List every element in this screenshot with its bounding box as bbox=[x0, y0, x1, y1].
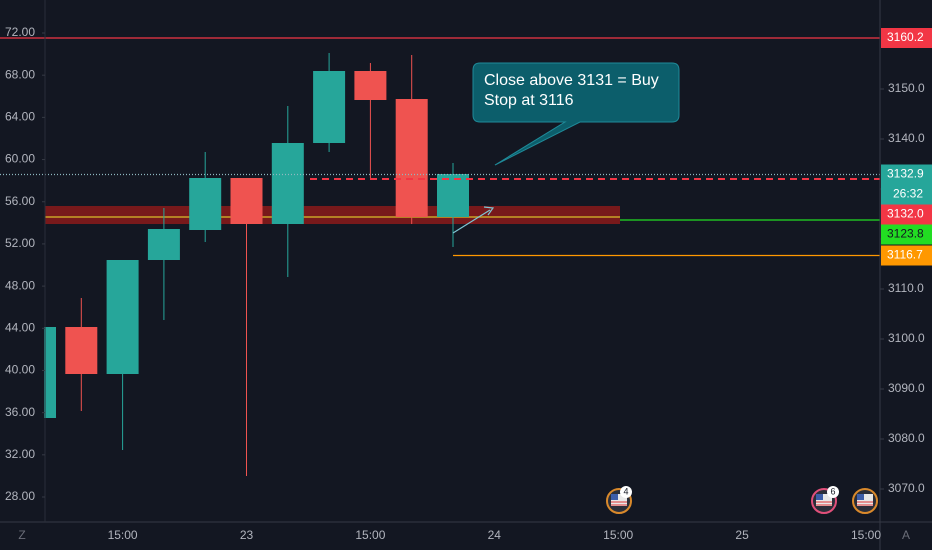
y-tick-label: 68.00 bbox=[5, 67, 35, 81]
candle-body bbox=[271, 143, 304, 224]
price-label-bg bbox=[881, 164, 932, 185]
price-label: 3132.9 bbox=[887, 167, 924, 181]
event-icon[interactable] bbox=[852, 488, 878, 514]
candle-body bbox=[147, 229, 180, 260]
candle-body bbox=[395, 99, 428, 217]
x-tick-label: 15:00 bbox=[603, 528, 633, 542]
y-tick-label: 28.00 bbox=[5, 489, 35, 503]
countdown: 26:32 bbox=[893, 187, 923, 201]
event-count: 4 bbox=[623, 486, 628, 496]
price-label: 3123.8 bbox=[887, 227, 924, 241]
arrow bbox=[452, 209, 491, 234]
axes: 28.00 32.00 36.00 40.00 44.00 48.00 52.00 56.00… bbox=[5, 25, 932, 542]
y-tick-label: 36.00 bbox=[5, 405, 35, 419]
x-tick-label: 23 bbox=[240, 528, 254, 542]
price-label: 3116.7 bbox=[887, 248, 923, 262]
price-label-bg bbox=[881, 224, 932, 245]
price-label-bg bbox=[881, 204, 932, 225]
price-label: 3132.0 bbox=[887, 207, 924, 221]
y-tick-label: 48.00 bbox=[5, 278, 35, 292]
x-tick-label: 15:00 bbox=[851, 528, 881, 542]
candle-body bbox=[106, 260, 139, 374]
price-label-bg bbox=[881, 245, 932, 266]
y-tick-label: 64.00 bbox=[5, 110, 35, 124]
callout-text: Stop at 3116 bbox=[484, 92, 574, 109]
callout bbox=[472, 62, 680, 166]
y2-tick-label: 3100.0 bbox=[888, 331, 925, 345]
arrow-head bbox=[483, 206, 495, 216]
candle-body bbox=[437, 174, 469, 217]
y-tick-label: 32.00 bbox=[5, 447, 35, 461]
y2-tick-label: 3090.0 bbox=[888, 381, 925, 395]
y-tick-label: 60.00 bbox=[5, 152, 35, 166]
y-tick-label: 72.00 bbox=[5, 25, 35, 39]
y-tick-label: 40.00 bbox=[5, 363, 35, 377]
x-tick-label: 15:00 bbox=[108, 528, 138, 542]
y2-tick-label: 3070.0 bbox=[888, 481, 925, 495]
y2-tick-label: 3150.0 bbox=[888, 81, 925, 95]
candle-body bbox=[65, 327, 98, 374]
x-tick-label: 25 bbox=[735, 528, 749, 542]
support-zone bbox=[45, 206, 620, 224]
candle-body bbox=[313, 71, 346, 143]
candle-body bbox=[354, 71, 387, 100]
event-count: 6 bbox=[830, 486, 835, 496]
countdown-bg bbox=[881, 184, 932, 205]
candles bbox=[0, 0, 469, 522]
y-tick-label: 56.00 bbox=[5, 194, 35, 208]
price-lines bbox=[0, 37, 880, 257]
y2-tick-label: 3080.0 bbox=[888, 431, 925, 445]
auto-scale-button[interactable]: A bbox=[902, 528, 910, 542]
price-label-bg bbox=[881, 28, 932, 48]
x-tick-label: 15:00 bbox=[355, 528, 385, 542]
x-tick-label: 24 bbox=[488, 528, 502, 542]
candle-body bbox=[230, 178, 263, 224]
candle-body bbox=[189, 178, 222, 230]
left-axis-bg bbox=[0, 0, 44, 522]
price-label: 3160.2 bbox=[887, 30, 924, 44]
y-tick-label: 52.00 bbox=[5, 236, 35, 250]
callout-text: Close above 3131 = Buy bbox=[484, 72, 659, 89]
event-icon[interactable]: 6 bbox=[811, 486, 839, 514]
y-tick-label: 44.00 bbox=[5, 320, 35, 334]
y2-tick-label: 3110.0 bbox=[888, 281, 924, 295]
y2-tick-label: 3140.0 bbox=[888, 131, 925, 145]
event-icon[interactable]: 4 bbox=[606, 486, 632, 514]
scale-button[interactable]: Z bbox=[18, 528, 25, 542]
